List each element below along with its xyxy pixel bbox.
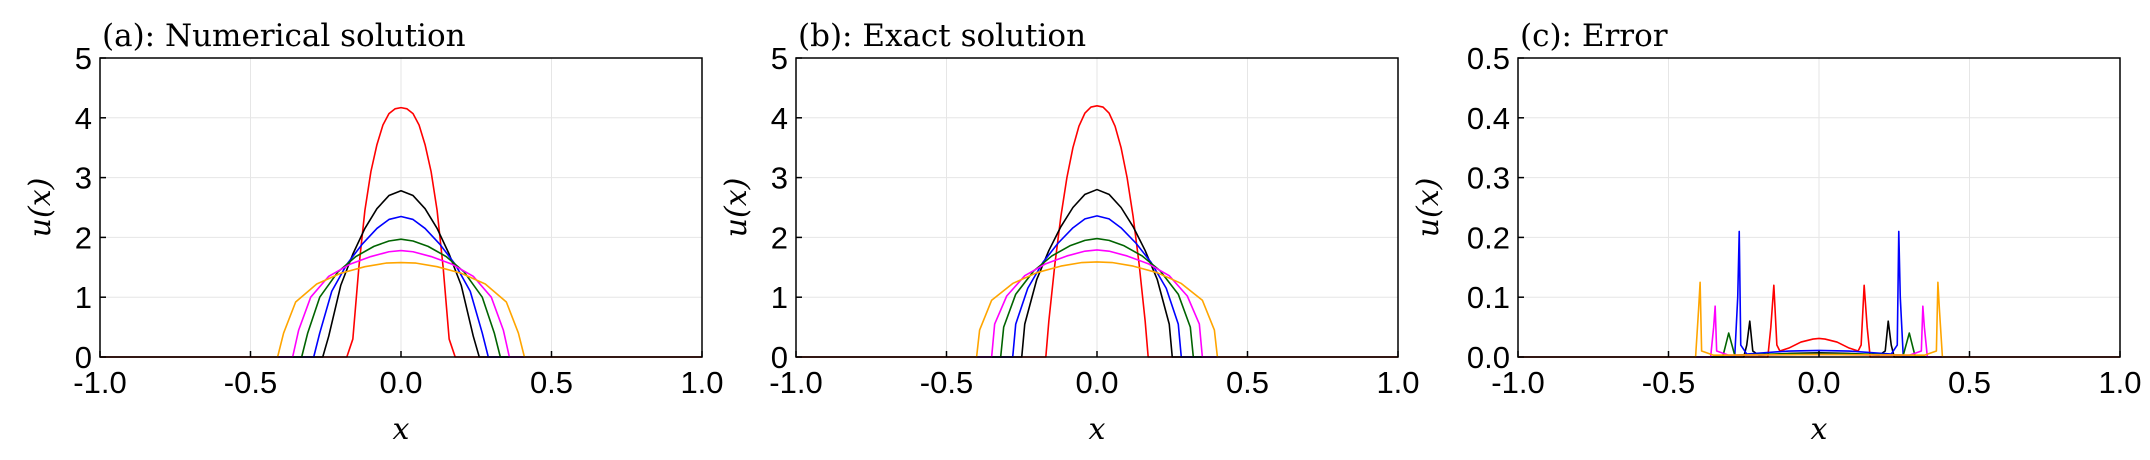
series-line-1 [796, 105, 1398, 358]
series-line-6 [796, 261, 1398, 358]
x-tick-label-1p0: 1.0 [680, 365, 723, 400]
chart-title: (a): Numerical solution [102, 18, 466, 54]
x-axis-label: x [1811, 412, 1828, 447]
series-line-2 [100, 189, 702, 358]
x-tick-label-0p5: 0.5 [530, 365, 573, 400]
y-tick-label-1: 1 [75, 280, 92, 315]
y-axis-label: u(x) [719, 178, 754, 238]
series-line-3 [796, 215, 1398, 358]
y-tick-label-0p2: 0.2 [1467, 220, 1510, 255]
x-axis-label: x [1089, 412, 1106, 447]
x-tick-label-0p5: 0.5 [1226, 365, 1269, 400]
y-tick-label-3: 3 [771, 161, 788, 196]
x-tick-label-m0p5: -0.5 [920, 365, 973, 400]
x-tick-label-1p0: 1.0 [2098, 365, 2141, 400]
x-tick-label-m0p5: -0.5 [1642, 365, 1695, 400]
y-tick-label-0p4: 0.4 [1467, 101, 1510, 136]
panel-c: -1.0 -0.5 0.0 0.5 1.0 0.0 0.1 0.2 0.3 0.4 0.5 (c): … [1411, 18, 2142, 447]
y-tick-label-0p5: 0.5 [1467, 41, 1510, 76]
y-tick-label-0p1: 0.1 [1467, 280, 1510, 315]
y-tick-label-0p3: 0.3 [1467, 161, 1510, 196]
x-tick-label-0p0: 0.0 [379, 365, 422, 400]
y-tick-label-3: 3 [75, 161, 92, 196]
y-tick-label-4: 4 [771, 101, 788, 136]
series-line-2 [796, 188, 1398, 358]
y-tick-label-0: 0 [771, 340, 788, 375]
y-tick-label-2: 2 [771, 220, 788, 255]
panel-a: -1.0 -0.5 0.0 0.5 1.0 0 1 2 3 4 5 (a): Numerical so… [23, 18, 724, 447]
x-tick-label-m1p0: -1.0 [73, 365, 126, 400]
x-tick-label-1p0: 1.0 [1376, 365, 1419, 400]
x-tick-label-m1p0: -1.0 [769, 365, 822, 400]
y-axis-label: u(x) [23, 178, 58, 238]
series-line-5 [100, 249, 702, 358]
x-tick-label-m0p5: -0.5 [224, 365, 277, 400]
y-tick-label-5: 5 [75, 41, 92, 76]
y-axis-label: u(x) [1411, 178, 1446, 238]
series-line-3 [1518, 230, 2120, 358]
y-tick-label-0p0: 0.0 [1467, 340, 1510, 375]
series-line-4 [100, 238, 702, 358]
series-line-1 [1518, 284, 2120, 358]
series-line-3 [100, 215, 702, 358]
y-tick-label-5: 5 [771, 41, 788, 76]
chart-title: (b): Exact solution [798, 18, 1086, 54]
series-line-4 [796, 237, 1398, 358]
x-tick-label-0p5: 0.5 [1948, 365, 1991, 400]
x-tick-label-m1p0: -1.0 [1491, 365, 1544, 400]
x-tick-label-0p0: 0.0 [1797, 365, 1840, 400]
y-tick-label-4: 4 [75, 101, 92, 136]
y-tick-label-1: 1 [771, 280, 788, 315]
series-line-6 [100, 261, 702, 358]
y-tick-label-0: 0 [75, 340, 92, 375]
y-tick-label-2: 2 [75, 220, 92, 255]
chart-title: (c): Error [1520, 18, 1668, 54]
series-line-5 [796, 249, 1398, 358]
panel-b: -1.0 -0.5 0.0 0.5 1.0 0 1 2 3 4 5 (b): Exact soluti… [719, 18, 1420, 447]
x-axis-label: x [393, 412, 410, 447]
x-tick-label-0p0: 0.0 [1075, 365, 1118, 400]
series-line-1 [100, 106, 702, 358]
